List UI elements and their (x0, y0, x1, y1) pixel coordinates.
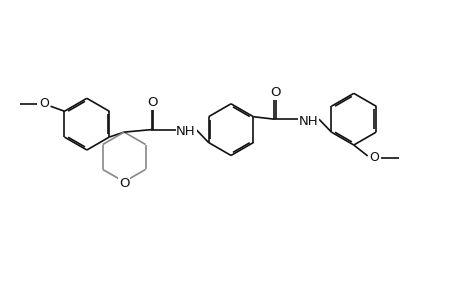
Text: O: O (269, 86, 280, 99)
Text: O: O (118, 177, 129, 190)
Text: O: O (369, 152, 378, 164)
Text: NH: NH (176, 125, 196, 138)
Text: NH: NH (298, 115, 318, 128)
Text: O: O (39, 97, 49, 110)
Text: O: O (147, 96, 157, 109)
